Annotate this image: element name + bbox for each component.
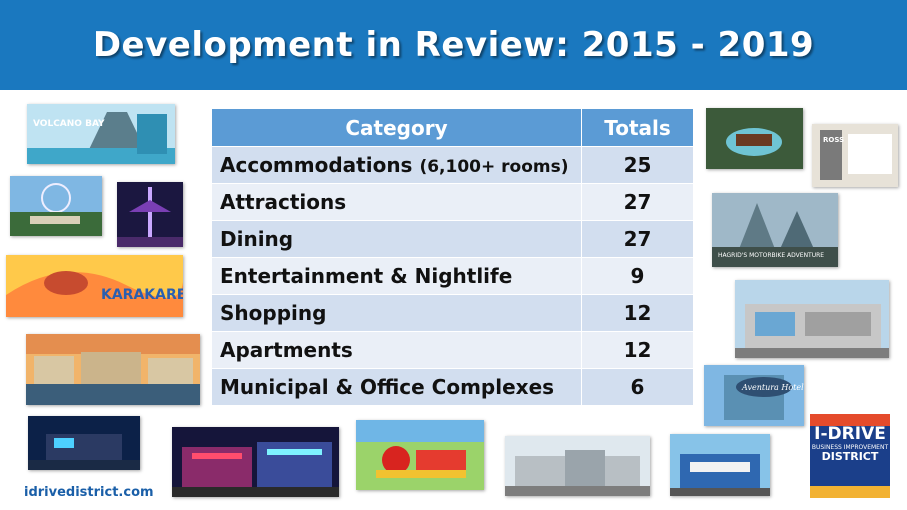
table-row: Shopping 12 <box>211 294 694 332</box>
volcano-bay-photo: VOLCANO BAY <box>27 104 175 164</box>
water-ride-photo <box>706 108 803 169</box>
karkare-sign: KARAKARE CURL <box>101 287 183 303</box>
restaurant-photo <box>670 434 770 496</box>
logo-line3: DISTRICT <box>821 450 879 463</box>
nightlife-strip-photo <box>172 427 339 497</box>
resort-skyline-photo <box>26 334 200 405</box>
aventura-hotel-photo: Aventura Hotel <box>704 365 804 426</box>
night-venue-photo <box>28 416 140 470</box>
website-url: idrivedistrict.com <box>24 485 154 500</box>
ferris-wheel-photo <box>10 176 102 236</box>
starflyer-photo <box>117 182 183 247</box>
total-cell: 9 <box>581 257 694 295</box>
logo-line2: BUSINESS IMPROVEMENT <box>811 444 889 451</box>
table-header-row: Category Totals <box>211 108 694 147</box>
category-cell: Municipal & Office Complexes <box>211 368 582 406</box>
table-row: Apartments 12 <box>211 331 694 369</box>
category-cell: Attractions <box>211 183 582 221</box>
development-table: Category Totals Accommodations (6,100+ r… <box>211 108 694 406</box>
header-category: Category <box>211 108 582 147</box>
header-totals: Totals <box>581 108 694 147</box>
commercial-building-photo <box>735 280 889 358</box>
category-cell: Accommodations (6,100+ rooms) <box>211 146 582 184</box>
logo-line1: I-DRIVE <box>814 424 886 444</box>
hagrid-ride-photo: HAGRID'S MOTORBIKE ADVENTURE <box>712 193 838 267</box>
retail-building-photo <box>505 436 650 496</box>
category-note: (6,100+ rooms) <box>419 157 569 177</box>
karkare-curl-photo: KARAKARE CURL <box>6 255 183 317</box>
header-bar <box>0 0 907 90</box>
table-row: Entertainment & Nightlife 9 <box>211 257 694 295</box>
aventura-sign: Aventura Hotel <box>741 383 804 392</box>
table-row: Attractions 27 <box>211 183 694 221</box>
total-cell: 6 <box>581 368 694 406</box>
table-row: Municipal & Office Complexes 6 <box>211 368 694 406</box>
total-cell: 27 <box>581 183 694 221</box>
ross-store-photo: ROSS <box>812 124 898 187</box>
hagrid-sign: HAGRID'S MOTORBIKE ADVENTURE <box>718 252 824 259</box>
total-cell: 12 <box>581 331 694 369</box>
category-cell: Shopping <box>211 294 582 332</box>
category-cell: Entertainment & Nightlife <box>211 257 582 295</box>
table-row: Accommodations (6,100+ rooms) 25 <box>211 146 694 184</box>
ross-sign: ROSS <box>823 136 844 144</box>
idrive-district-logo: I-DRIVE BUSINESS IMPROVEMENT DISTRICT <box>810 414 890 498</box>
category-cell: Dining <box>211 220 582 258</box>
table-row: Dining 27 <box>211 220 694 258</box>
category-cell: Apartments <box>211 331 582 369</box>
total-cell: 27 <box>581 220 694 258</box>
total-cell: 12 <box>581 294 694 332</box>
volcano-bay-sign: VOLCANO BAY <box>33 119 105 129</box>
total-cell: 25 <box>581 146 694 184</box>
sesame-train-photo <box>356 420 484 490</box>
page-title: Development in Review: 2015 - 2019 <box>92 25 815 65</box>
category-label: Accommodations <box>220 153 413 177</box>
